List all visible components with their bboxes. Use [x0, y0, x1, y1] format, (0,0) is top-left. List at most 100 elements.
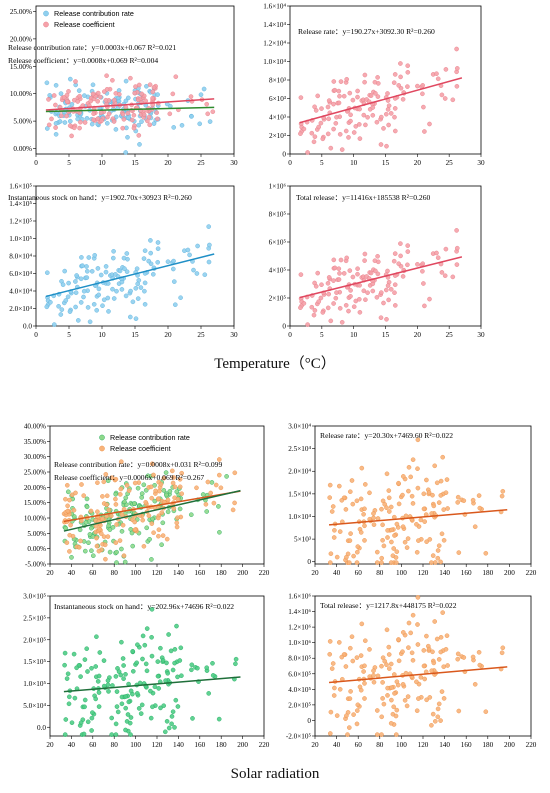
data-point — [166, 632, 171, 637]
chart-solar-stock-on-hand: 20 40 60 80 100 120 140 160 180 200 220 0.0 5.0×10⁴ 1… — [0, 590, 270, 762]
data-point — [96, 690, 102, 695]
data-point — [431, 660, 437, 666]
y-tick-label: 4×10⁵ — [269, 267, 287, 275]
data-point — [386, 652, 392, 657]
data-point — [89, 525, 94, 531]
data-point — [121, 553, 127, 558]
data-point — [141, 544, 147, 549]
data-point — [78, 276, 84, 282]
y-tick-label: 8.0×10⁴ — [9, 253, 32, 261]
solar-radiation-axis-title: Solar radiation — [230, 766, 320, 782]
data-point — [362, 251, 368, 257]
data-point — [112, 97, 117, 103]
data-point — [450, 97, 456, 103]
data-point — [100, 516, 105, 521]
data-point — [327, 495, 333, 500]
data-point — [328, 551, 334, 556]
data-point — [179, 491, 184, 496]
y-tick-label: 1.5×10⁵ — [23, 658, 46, 666]
data-point — [121, 676, 126, 681]
data-point — [148, 688, 153, 694]
data-point — [358, 496, 364, 502]
data-point — [141, 256, 147, 261]
data-point — [154, 110, 159, 115]
y-tick-label: 2.0×10⁴ — [288, 468, 311, 476]
data-point — [150, 272, 156, 277]
data-point — [398, 61, 403, 66]
data-point — [90, 91, 96, 97]
data-point — [64, 99, 70, 104]
data-point — [375, 254, 380, 259]
data-point — [357, 309, 363, 315]
data-point — [63, 496, 68, 502]
data-point — [418, 517, 424, 523]
data-point — [165, 259, 171, 264]
chart-svg: 20 40 60 80 100 120 140 160 180 200 220 -5.00% 0.00%… — [24, 423, 270, 578]
data-point — [171, 279, 177, 284]
data-point — [361, 669, 366, 674]
data-point — [406, 465, 412, 470]
data-point — [69, 102, 75, 107]
data-point — [170, 667, 176, 673]
data-point — [362, 258, 367, 263]
data-point — [367, 647, 372, 652]
data-point — [499, 650, 505, 656]
data-point — [175, 674, 180, 680]
data-point — [173, 74, 179, 79]
data-point — [195, 665, 200, 671]
data-point — [379, 506, 384, 512]
data-point — [392, 303, 398, 308]
y-tick-label: 35.00% — [24, 438, 46, 446]
data-point — [119, 459, 124, 465]
data-point — [94, 535, 99, 541]
y-tick-label: 1.0×10⁵ — [9, 235, 32, 243]
data-point — [148, 250, 153, 256]
y-tick-label: 5.00% — [27, 530, 46, 538]
data-point — [389, 685, 394, 690]
data-point — [442, 96, 448, 101]
data-point — [383, 111, 389, 117]
data-point — [455, 651, 461, 657]
data-point — [205, 111, 210, 117]
y-tick-label: 8.0×10⁵ — [288, 655, 311, 663]
data-point — [429, 560, 434, 565]
data-point — [90, 710, 95, 715]
data-point — [454, 46, 459, 52]
data-point — [119, 701, 125, 707]
data-point — [64, 540, 70, 545]
data-point — [126, 488, 132, 493]
data-point — [73, 79, 78, 84]
data-point — [139, 491, 145, 496]
data-point — [357, 136, 363, 141]
data-point — [132, 519, 137, 525]
data-point — [381, 543, 387, 549]
data-point — [384, 627, 390, 633]
data-point — [337, 131, 343, 137]
data-point — [378, 315, 384, 320]
data-point — [93, 664, 98, 669]
data-point — [84, 504, 90, 510]
x-tick-label: 20 — [414, 331, 422, 339]
data-point — [152, 684, 158, 690]
x-tick-label: 25 — [197, 331, 205, 339]
data-point — [172, 484, 178, 490]
data-point — [102, 542, 108, 548]
data-point — [432, 619, 437, 624]
data-point — [216, 472, 222, 478]
data-point — [78, 300, 84, 305]
chart-svg: 0 5 10 15 20 25 30 0.00% 5.00% 10.00% 15.00% 20.00%… — [8, 5, 238, 167]
data-point — [361, 288, 367, 294]
data-point — [136, 133, 142, 138]
data-point — [105, 121, 110, 126]
x-tick-label: 100 — [396, 741, 407, 749]
data-point — [391, 704, 396, 710]
x-tick-label: 100 — [130, 741, 141, 749]
data-point — [170, 91, 176, 97]
data-point — [173, 697, 179, 703]
data-point — [66, 489, 71, 495]
data-point — [135, 642, 140, 648]
data-point — [105, 678, 111, 683]
data-point — [318, 120, 324, 126]
data-point — [344, 713, 349, 718]
y-tick-label: 0.0 — [23, 323, 32, 331]
